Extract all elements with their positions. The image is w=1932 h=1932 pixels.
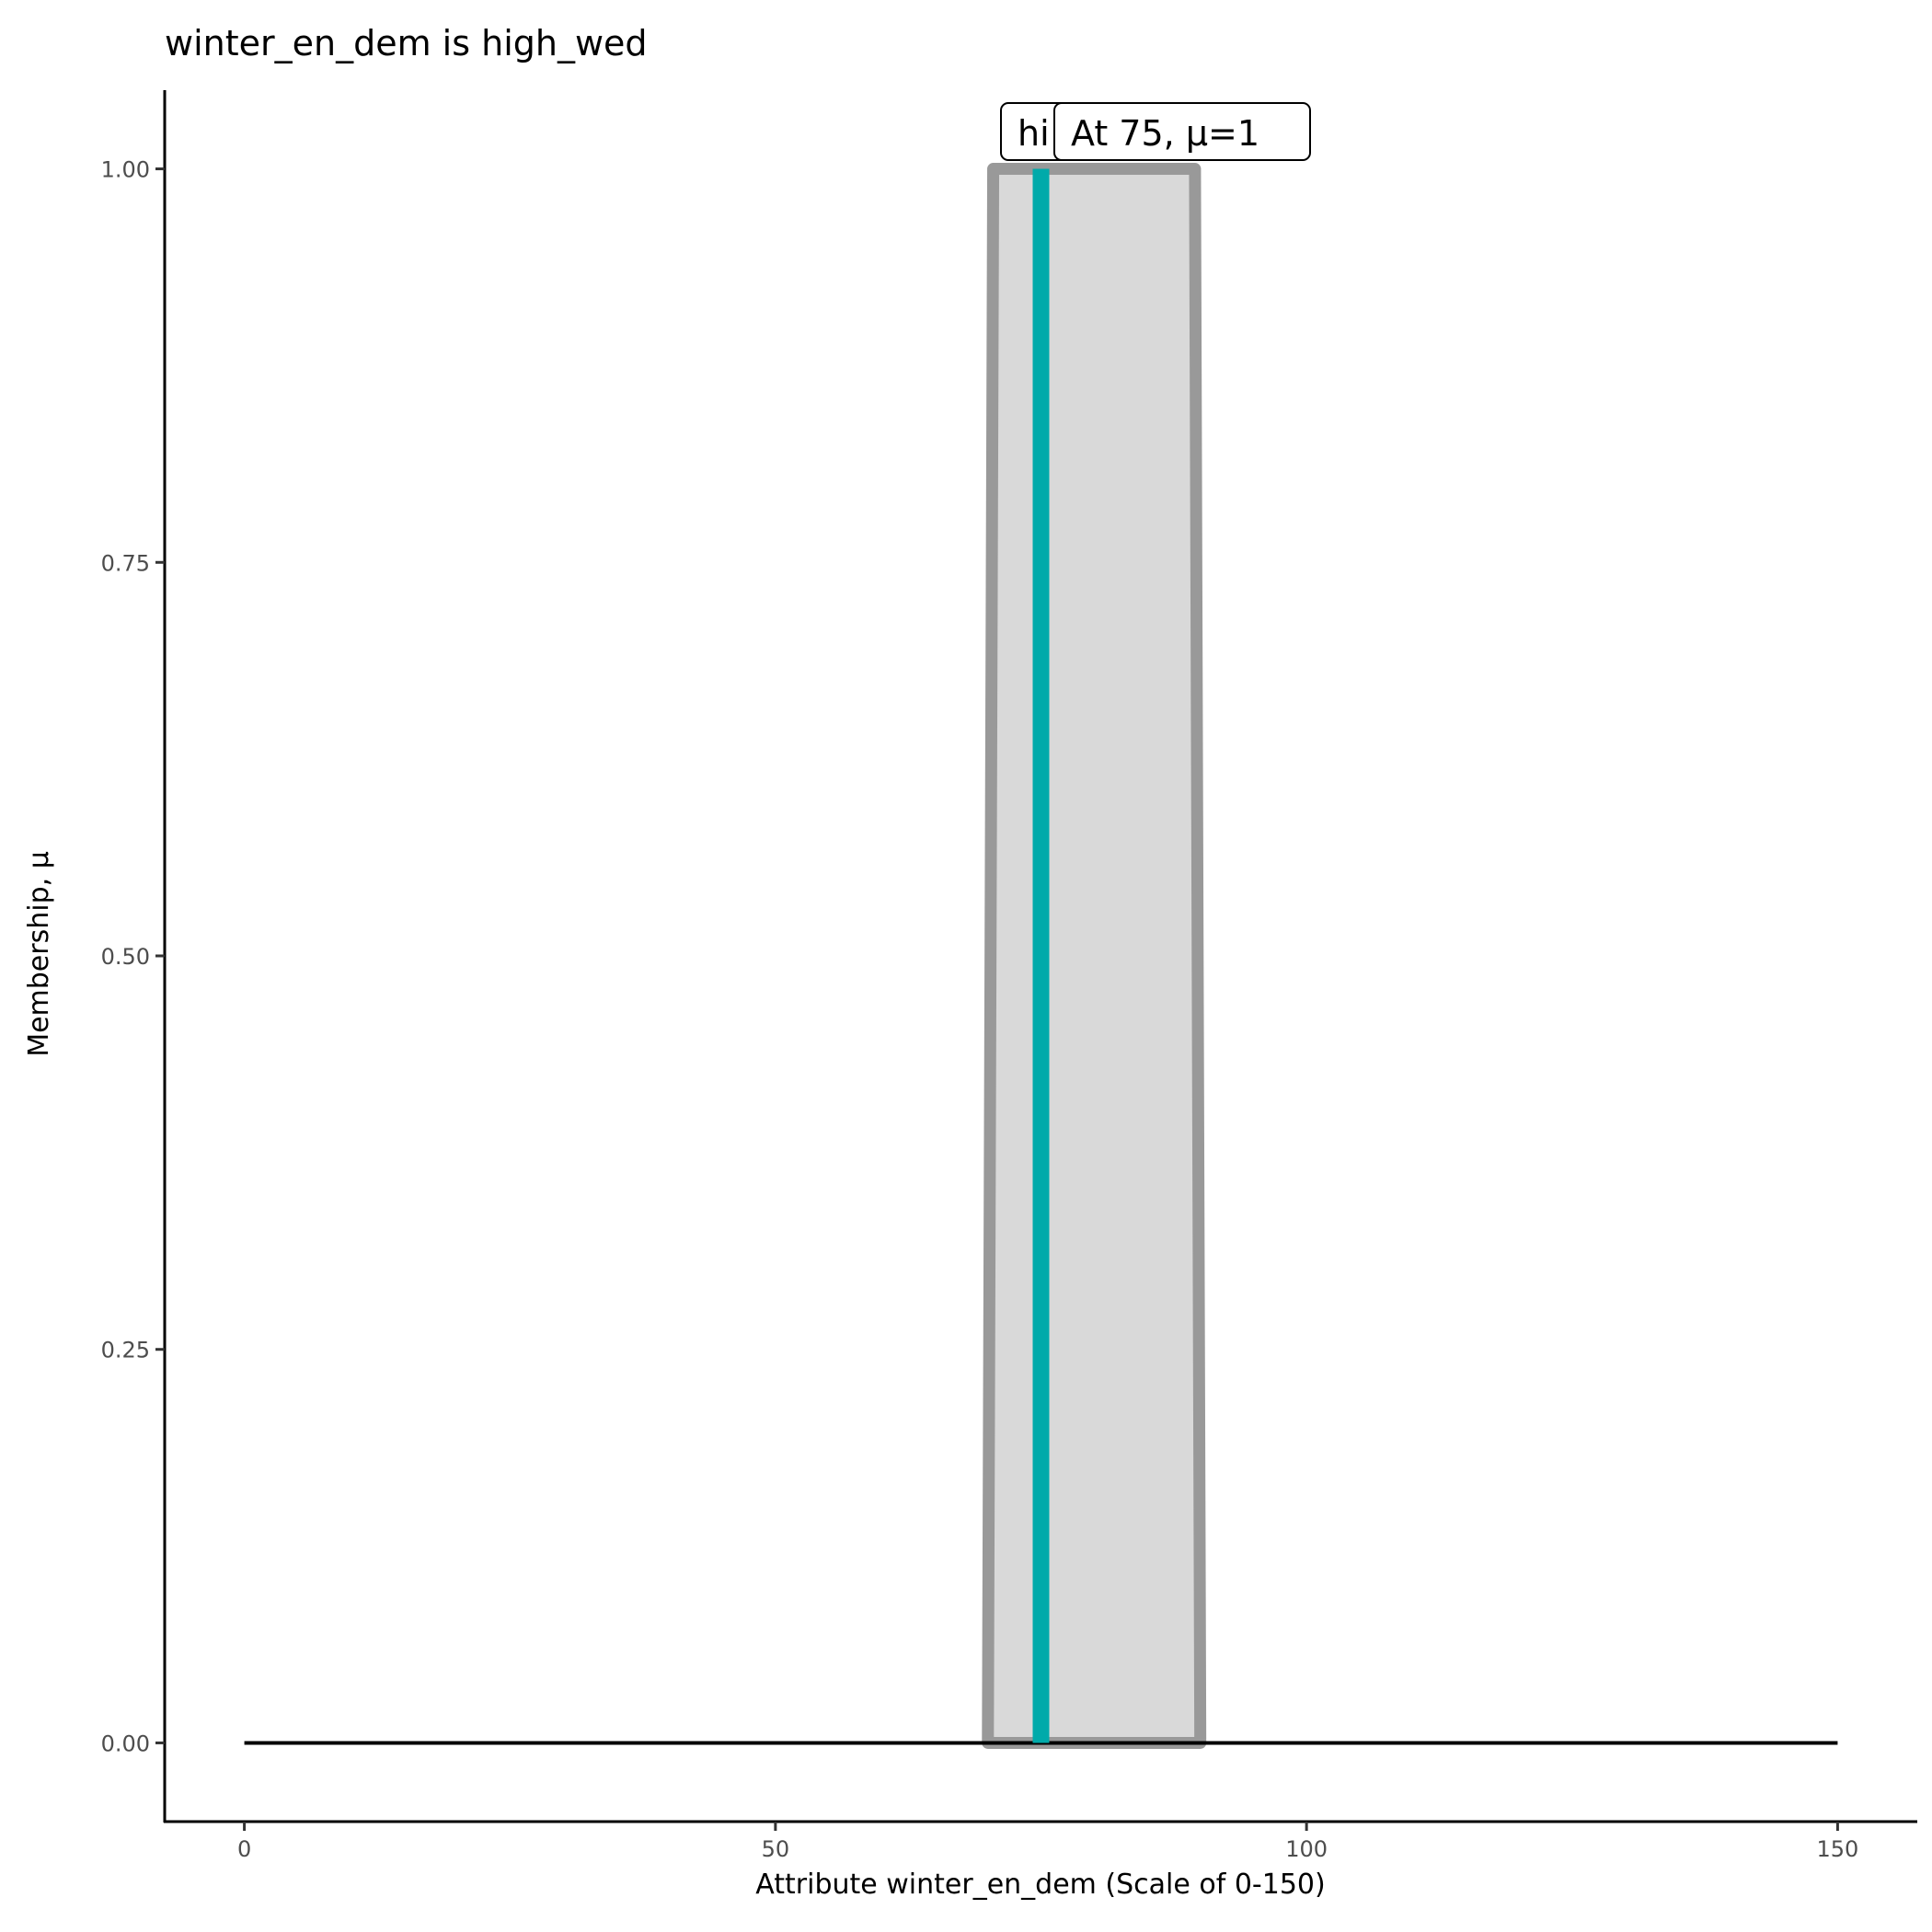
x-tick-label: 150 xyxy=(1817,1836,1859,1862)
y-tick-label: 1.00 xyxy=(101,157,150,183)
x-axis-ticks: 0 50 100 150 xyxy=(237,1822,1858,1862)
annotation-label-text: hi xyxy=(1018,113,1050,154)
y-tick-label: 0.25 xyxy=(101,1338,150,1363)
y-axis-title: Membership, μ xyxy=(23,851,55,1057)
chart-title: winter_en_dem is high_wed xyxy=(165,23,648,63)
y-axis-ticks: 0.00 0.25 0.50 0.75 1.00 xyxy=(101,157,165,1756)
plot-area xyxy=(244,163,1838,1749)
annotation-labels: hi At 75, μ=1 xyxy=(1000,102,1311,161)
x-tick-label: 50 xyxy=(762,1836,790,1862)
x-tick-label: 100 xyxy=(1285,1836,1328,1862)
annotation-label-text: At 75, μ=1 xyxy=(1071,113,1259,154)
y-tick-label: 0.50 xyxy=(101,944,150,970)
x-axis-title: Attribute winter_en_dem (Scale of 0-150) xyxy=(755,1869,1325,1901)
annotation-label-box xyxy=(1053,102,1311,161)
membership-trapezoid xyxy=(982,163,1207,1749)
x-tick-label: 0 xyxy=(237,1836,251,1862)
y-tick-label: 0.00 xyxy=(101,1731,150,1756)
y-tick-label: 0.75 xyxy=(101,550,150,576)
